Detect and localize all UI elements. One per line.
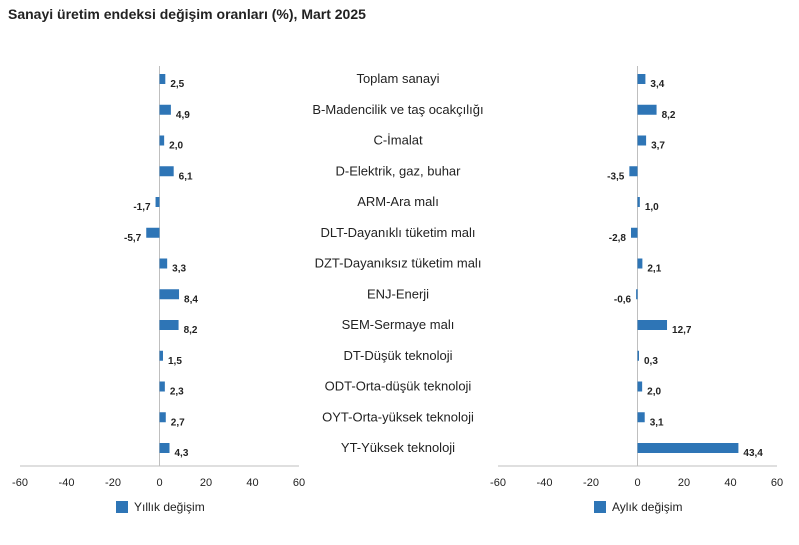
x-tick-label: 0	[634, 477, 640, 489]
data-label: 1,5	[168, 356, 182, 367]
x-tick-label: -60	[12, 477, 28, 489]
data-label: -5,7	[124, 233, 142, 244]
category-label: ODT-Orta-düşük teknoloji	[325, 379, 472, 394]
bar[interactable]	[631, 228, 638, 238]
x-tick-label: -20	[105, 477, 121, 489]
bar[interactable]	[156, 197, 160, 207]
data-label: 3,7	[651, 141, 665, 152]
bar[interactable]	[638, 443, 739, 453]
data-label: 6,1	[179, 171, 193, 182]
data-label: 2,0	[169, 141, 183, 152]
data-label: 2,7	[171, 417, 185, 428]
data-label: -0,6	[614, 294, 632, 305]
category-label: OYT-Orta-yüksek teknoloji	[322, 409, 474, 424]
bar[interactable]	[629, 166, 637, 176]
x-tick-label: 60	[293, 477, 305, 489]
data-label: 8,2	[662, 110, 676, 121]
data-label: 4,3	[174, 448, 188, 459]
bar[interactable]	[160, 259, 168, 269]
bar[interactable]	[638, 259, 643, 269]
data-label: 2,1	[647, 264, 661, 275]
data-label: 8,4	[184, 294, 198, 305]
category-label: YT-Yüksek teknoloji	[341, 440, 455, 455]
x-tick-label: 20	[200, 477, 212, 489]
data-label: 12,7	[672, 325, 692, 336]
data-label: 43,4	[743, 448, 763, 459]
x-tick-label: 20	[678, 477, 690, 489]
category-label: ARM-Ara malı	[357, 194, 439, 209]
category-label: DLT-Dayanıklı tüketim malı	[320, 225, 475, 240]
bar[interactable]	[638, 320, 668, 330]
x-tick-label: -40	[59, 477, 75, 489]
x-tick-label: 0	[156, 477, 162, 489]
data-label: 8,2	[184, 325, 198, 336]
data-label: -1,7	[133, 202, 151, 213]
bar[interactable]	[160, 166, 174, 176]
data-label: 2,5	[170, 79, 184, 90]
category-label: ENJ-Enerji	[367, 286, 429, 301]
bar[interactable]	[160, 443, 170, 453]
data-label: 3,1	[650, 417, 664, 428]
x-tick-label: 40	[724, 477, 736, 489]
data-label: -3,5	[607, 171, 625, 182]
data-label: 2,3	[170, 387, 184, 398]
legend-label[interactable]: Yıllık değişim	[134, 500, 205, 514]
bar[interactable]	[160, 351, 163, 361]
bar[interactable]	[638, 74, 646, 84]
x-tick-label: -20	[583, 477, 599, 489]
legend-label[interactable]: Aylık değişim	[612, 500, 682, 514]
data-label: 2,0	[647, 387, 661, 398]
category-label: C-İmalat	[373, 133, 423, 148]
data-label: 1,0	[645, 202, 659, 213]
category-label: DT-Düşük teknoloji	[343, 348, 452, 363]
bar[interactable]	[160, 289, 180, 299]
bar[interactable]	[638, 197, 640, 207]
bar[interactable]	[160, 74, 166, 84]
bar[interactable]	[638, 105, 657, 115]
category-label: SEM-Sermaye malı	[342, 317, 455, 332]
data-label: 3,3	[172, 264, 186, 275]
bar[interactable]	[160, 136, 165, 146]
x-tick-label: -40	[537, 477, 553, 489]
bar[interactable]	[160, 382, 165, 392]
bar[interactable]	[160, 412, 166, 422]
category-label: B-Madencilik ve taş ocakçılığı	[312, 102, 483, 117]
category-label: DZT-Dayanıksız tüketim malı	[315, 256, 482, 271]
bar[interactable]	[160, 320, 179, 330]
bar[interactable]	[636, 289, 638, 299]
legend-swatch[interactable]	[594, 501, 606, 513]
legend-swatch[interactable]	[116, 501, 128, 513]
x-tick-label: 60	[771, 477, 783, 489]
data-label: 3,4	[650, 79, 664, 90]
x-tick-label: -60	[490, 477, 506, 489]
data-label: 0,3	[644, 356, 658, 367]
bar[interactable]	[160, 105, 171, 115]
category-label: D-Elektrik, gaz, buhar	[336, 163, 462, 178]
x-tick-label: 40	[246, 477, 258, 489]
category-label: Toplam sanayi	[356, 71, 439, 86]
data-label: -2,8	[609, 233, 627, 244]
bar[interactable]	[638, 412, 645, 422]
data-label: 4,9	[176, 110, 190, 121]
bar[interactable]	[638, 351, 640, 361]
bar[interactable]	[146, 228, 159, 238]
chart-canvas: Toplam sanayi B-Madencilik ve taş ocakçıl…	[0, 0, 799, 545]
bar[interactable]	[638, 382, 643, 392]
bar[interactable]	[638, 136, 647, 146]
